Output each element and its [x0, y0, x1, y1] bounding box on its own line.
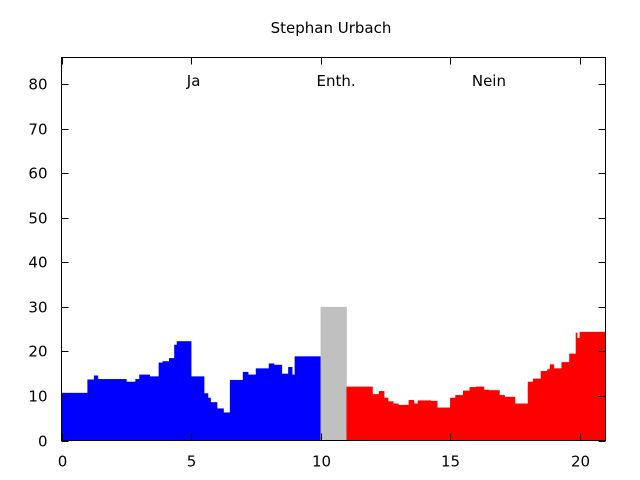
series-nein: [346, 331, 606, 441]
area-step: [417, 400, 432, 441]
area-step: [255, 368, 270, 441]
area-step: [455, 395, 464, 441]
area-step: [549, 364, 555, 441]
area-step: [93, 375, 99, 441]
x-tick-label: 20: [571, 453, 590, 471]
area-step: [87, 379, 95, 441]
area-step: [203, 393, 209, 441]
area-step: [514, 403, 529, 441]
y-tick-label: 10: [28, 388, 47, 406]
area-step: [475, 386, 485, 441]
area-step: [499, 395, 505, 441]
y-tick-label: 20: [28, 343, 47, 361]
area-step: [408, 399, 415, 441]
area-step: [61, 392, 88, 441]
area-step: [346, 386, 373, 441]
area-step: [398, 404, 410, 441]
area-step: [268, 363, 275, 441]
area-step: [532, 378, 542, 441]
area-step: [135, 379, 140, 441]
area-step: [387, 401, 394, 441]
area-step: [235, 379, 244, 441]
area-step: [162, 361, 170, 441]
y-tick-label: 40: [28, 254, 47, 272]
area-step: [579, 331, 606, 441]
area-step: [210, 402, 218, 441]
area-step: [207, 397, 211, 441]
area-step: [437, 407, 451, 441]
y-tick-label: 0: [38, 433, 48, 451]
area-step: [469, 387, 477, 441]
area-step: [372, 394, 380, 441]
area-step: [294, 356, 303, 441]
y-tick-label: 80: [28, 76, 47, 94]
area-step: [488, 390, 500, 441]
series-enth: [320, 306, 347, 441]
area-step: [504, 396, 516, 441]
area-step: [561, 362, 570, 441]
area-step: [97, 379, 127, 441]
area-step: [174, 344, 178, 441]
area-step: [149, 376, 160, 441]
area-step: [139, 374, 150, 441]
y-tick-label: 60: [28, 165, 47, 183]
area-step: [413, 403, 419, 441]
area-step: [575, 332, 578, 441]
area-step: [547, 369, 551, 441]
area-step: [553, 368, 562, 441]
area-step: [302, 356, 321, 441]
area-step: [216, 408, 224, 441]
area-step: [378, 391, 385, 441]
area-step: [248, 374, 257, 441]
area-step: [463, 390, 470, 441]
region-label: Enth.: [317, 72, 356, 90]
series-layer: [61, 306, 606, 441]
area-step: [281, 373, 289, 441]
x-tick-label: 5: [187, 453, 197, 471]
y-tick-label: 30: [28, 299, 47, 317]
x-tick-label: 10: [312, 453, 331, 471]
area-step: [242, 371, 249, 441]
region-label: Ja: [186, 72, 201, 90]
area-step: [288, 367, 293, 441]
area-step: [569, 353, 577, 441]
area-step: [191, 376, 205, 441]
area-step: [176, 341, 192, 441]
x-tick-label: 15: [441, 453, 460, 471]
area-step: [169, 358, 175, 441]
y-tick-label: 70: [28, 121, 47, 139]
chart-title: Stephan Urbach: [271, 19, 392, 37]
area-step: [320, 306, 347, 441]
y-tick-label: 50: [28, 210, 47, 228]
region-label: Nein: [472, 72, 506, 90]
area-step: [527, 381, 534, 441]
area-step: [577, 338, 580, 441]
x-tick-label: 0: [58, 453, 68, 471]
area-step: [393, 403, 399, 441]
area-step: [158, 362, 163, 441]
area-step: [223, 412, 231, 441]
area-step: [430, 400, 438, 441]
region-labels: Ja Enth. Nein: [186, 72, 506, 90]
area-step: [229, 379, 236, 441]
area-step: [384, 397, 389, 441]
area-step: [450, 397, 456, 441]
axes-ticks: 0 10 20 30 40 50 60 70 80 0 5 10 15 20: [28, 57, 606, 471]
plot-frame: [61, 57, 606, 441]
area-step: [292, 374, 296, 441]
area-step: [126, 381, 136, 441]
area-step: [483, 389, 490, 441]
area-step: [540, 371, 548, 441]
area-step: [273, 364, 283, 441]
series-ja: [61, 341, 321, 441]
